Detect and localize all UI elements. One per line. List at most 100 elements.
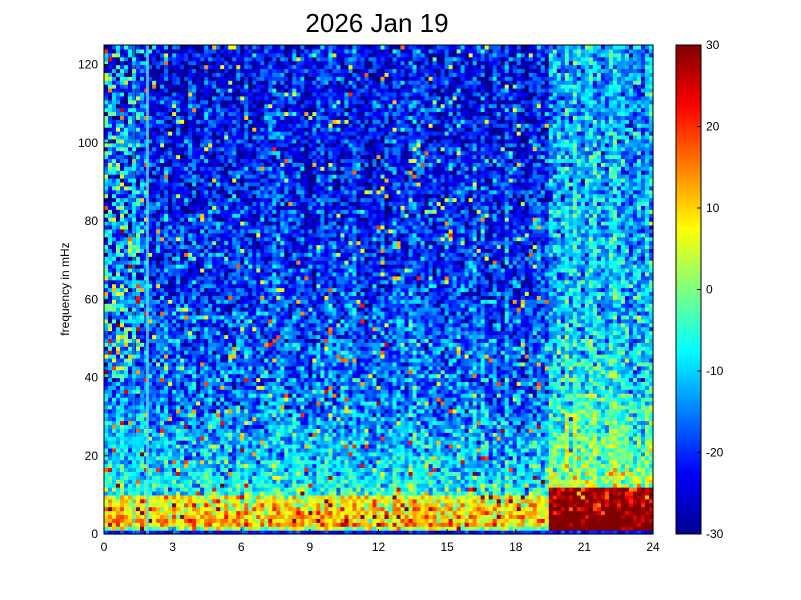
heatmap-cell xyxy=(140,213,145,218)
heatmap-cell xyxy=(212,494,217,500)
heatmap-cell xyxy=(120,185,125,191)
heatmap-cell xyxy=(120,467,125,473)
heatmap-cell xyxy=(124,236,129,242)
heatmap-cell xyxy=(124,397,129,402)
heatmap-cell xyxy=(252,264,257,269)
heatmap-cell xyxy=(232,295,237,300)
heatmap-cell xyxy=(172,209,177,214)
heatmap-cell xyxy=(156,483,161,488)
heatmap-cell xyxy=(204,416,209,422)
heatmap-cell xyxy=(152,346,157,351)
heatmap-cell xyxy=(244,178,249,183)
heatmap-cell xyxy=(176,295,181,300)
heatmap-cell xyxy=(152,490,157,496)
heatmap-cell xyxy=(104,479,109,484)
heatmap-cell xyxy=(124,228,129,234)
heatmap-cell xyxy=(216,303,221,308)
heatmap-cell xyxy=(168,455,173,461)
heatmap-cell xyxy=(104,138,109,144)
heatmap-cell xyxy=(232,299,237,304)
heatmap-cell xyxy=(132,369,137,375)
heatmap-cell xyxy=(240,150,245,156)
heatmap-cell xyxy=(176,440,181,445)
heatmap-cell xyxy=(256,174,261,179)
heatmap-cell xyxy=(136,432,141,437)
heatmap-cell xyxy=(240,428,245,433)
heatmap-cell xyxy=(260,479,265,484)
heatmap-cell xyxy=(232,510,237,516)
heatmap-cell xyxy=(168,150,173,156)
heatmap-cell xyxy=(176,303,181,308)
heatmap-cell xyxy=(212,134,217,140)
heatmap-cell xyxy=(252,213,257,218)
heatmap-cell xyxy=(112,119,117,124)
heatmap-cell xyxy=(200,295,205,300)
heatmap-cell xyxy=(148,432,153,437)
heatmap-cell xyxy=(172,451,177,457)
heatmap-cell xyxy=(236,514,241,519)
heatmap-cell xyxy=(220,127,225,132)
heatmap-cell xyxy=(152,146,157,152)
heatmap-cell xyxy=(140,440,145,445)
heatmap-cell xyxy=(152,158,157,163)
heatmap-cell xyxy=(104,252,109,257)
heatmap-cell xyxy=(256,275,261,281)
heatmap-cell xyxy=(184,526,189,531)
heatmap-cell xyxy=(200,361,205,367)
heatmap-cell xyxy=(108,99,113,105)
heatmap-cell xyxy=(200,221,205,226)
heatmap-cell xyxy=(240,436,245,441)
heatmap-cell xyxy=(224,232,229,238)
heatmap-cell xyxy=(132,217,137,222)
heatmap-cell xyxy=(116,350,121,355)
heatmap-cell xyxy=(216,440,221,445)
heatmap-cell xyxy=(168,451,173,457)
heatmap-cell xyxy=(252,487,257,492)
heatmap-cell xyxy=(244,88,249,93)
heatmap-cell xyxy=(244,181,249,187)
heatmap-cell xyxy=(112,48,117,54)
heatmap-cell xyxy=(200,393,205,398)
heatmap-cell xyxy=(224,88,229,93)
heatmap-cell xyxy=(224,373,229,379)
heatmap-cell xyxy=(176,131,181,136)
heatmap-cell xyxy=(188,260,193,265)
heatmap-cell xyxy=(168,64,173,70)
heatmap-cell xyxy=(188,393,193,398)
heatmap-cell xyxy=(156,217,161,222)
heatmap-cell xyxy=(192,518,197,523)
heatmap-cell xyxy=(204,334,209,339)
heatmap-cell xyxy=(252,115,257,120)
heatmap-cell xyxy=(132,279,137,285)
heatmap-cell xyxy=(116,393,121,398)
heatmap-cell xyxy=(196,252,201,257)
heatmap-cell xyxy=(132,494,137,500)
heatmap-cell xyxy=(204,76,209,81)
heatmap-cell xyxy=(148,91,153,97)
heatmap-cell xyxy=(196,451,201,457)
heatmap-cell xyxy=(172,314,177,320)
heatmap-cell xyxy=(124,381,129,386)
heatmap-cell xyxy=(168,103,173,109)
heatmap-cell xyxy=(204,420,209,426)
heatmap-cell xyxy=(236,221,241,226)
heatmap-cell xyxy=(148,494,153,500)
heatmap-cell xyxy=(208,170,213,175)
heatmap-cell xyxy=(256,189,261,195)
heatmap-cell xyxy=(252,240,257,246)
heatmap-cell xyxy=(156,287,161,293)
heatmap-cell xyxy=(152,295,157,300)
heatmap-cell xyxy=(168,502,173,508)
heatmap-cell xyxy=(212,88,217,93)
heatmap-cell xyxy=(164,377,169,383)
heatmap-cell xyxy=(164,64,169,70)
heatmap-cell xyxy=(180,318,185,324)
heatmap-cell xyxy=(156,260,161,265)
heatmap-cell xyxy=(136,350,141,355)
heatmap-cell xyxy=(136,244,141,250)
heatmap-cell xyxy=(124,68,129,73)
heatmap-cell xyxy=(204,428,209,433)
heatmap-cell xyxy=(256,248,261,253)
heatmap-cell xyxy=(160,264,165,269)
heatmap-cell xyxy=(156,48,161,54)
